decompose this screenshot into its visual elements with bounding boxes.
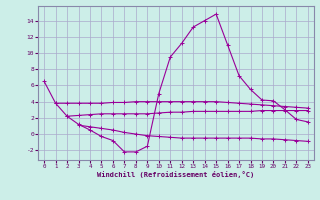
X-axis label: Windchill (Refroidissement éolien,°C): Windchill (Refroidissement éolien,°C) [97,171,255,178]
